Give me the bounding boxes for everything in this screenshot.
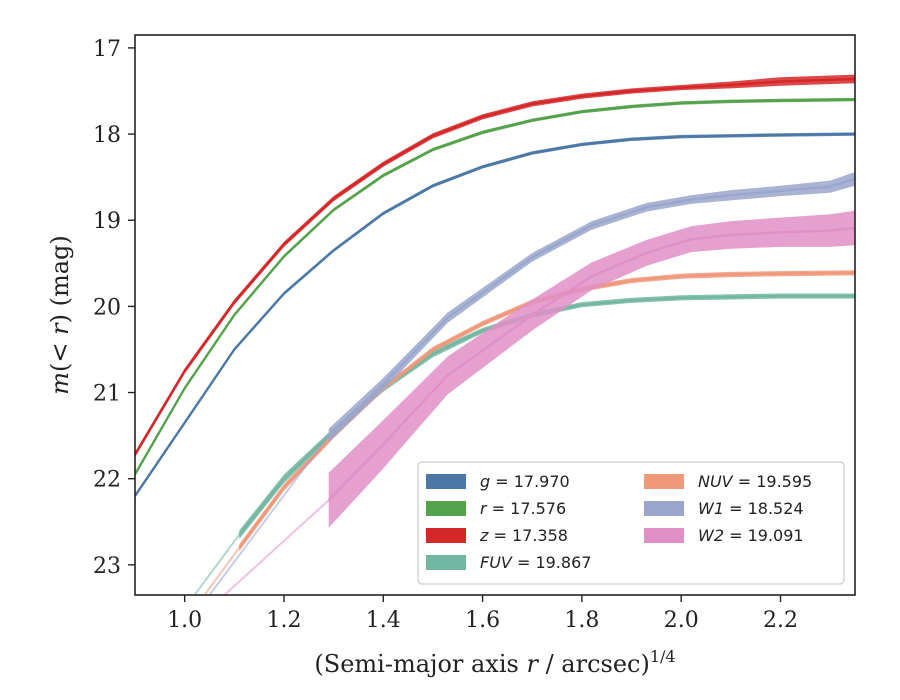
x-axis-title: (Semi-major axis r / arcsec)1/4 — [314, 647, 675, 678]
legend-label-r: r = 17.576 — [480, 499, 566, 518]
series-z-line — [135, 77, 855, 456]
legend-label-w1: W1 = 18.524 — [698, 499, 804, 518]
series-z-band — [135, 74, 855, 458]
legend-swatch-fuv — [426, 555, 466, 570]
x-tick-label: 1.4 — [366, 608, 401, 633]
series-fuv-extrapolation — [193, 534, 241, 595]
y-tick-label: 21 — [93, 382, 121, 407]
series-w2-band — [328, 210, 855, 528]
x-tick-label: 2.2 — [763, 608, 798, 633]
legend-swatch-z — [426, 528, 466, 543]
legend-box — [417, 461, 845, 585]
x-tick-label: 1.2 — [266, 608, 301, 633]
legend-swatch-w1 — [644, 501, 684, 516]
legend-label-z: z = 17.358 — [479, 526, 568, 545]
series-layer — [135, 74, 855, 595]
plot-frame — [134, 34, 856, 596]
series-g-line — [135, 132, 855, 497]
y-axis-title: m(< r) (mag) — [46, 235, 74, 395]
legend-label-w2: W2 = 19.091 — [698, 526, 804, 545]
series-w2-extrapolation — [223, 499, 330, 595]
x-tick-label: 1.0 — [167, 608, 202, 633]
series-w1-line — [327, 177, 855, 437]
legend-swatch-w2 — [644, 528, 684, 543]
series-w1-extrapolation — [208, 435, 330, 595]
y-tick-label: 20 — [93, 295, 121, 320]
series-nuv-band — [239, 270, 855, 552]
y-tick-label: 22 — [93, 468, 121, 493]
series-r-line — [135, 98, 855, 475]
series-w2-line — [327, 226, 855, 502]
legend-label-g: g = 17.970 — [480, 472, 570, 491]
legend-label-fuv: FUV = 19.867 — [480, 553, 591, 572]
series-nuv-extrapolation — [203, 547, 241, 595]
legend-swatch-r — [426, 501, 466, 516]
legend-swatch-nuv — [644, 474, 684, 489]
legend-swatch-g — [426, 474, 466, 489]
legend-label-nuv: NUV = 19.595 — [698, 472, 812, 491]
legend: g = 17.970 r = 17.576 z = 17.358 FUV = 19.8… — [417, 461, 845, 585]
x-tick-label: 2.0 — [664, 608, 699, 633]
ticks-layer: 1.0 1.2 1.4 1.6 1.8 2.0 2.2 17 18 19 20 21 22 23 — [93, 37, 798, 633]
y-tick-label: 19 — [93, 209, 121, 234]
x-tick-label: 1.8 — [564, 608, 599, 633]
x-tick-label: 1.6 — [465, 608, 500, 633]
y-tick-label: 17 — [93, 37, 121, 62]
series-g-band — [135, 132, 855, 498]
y-tick-label: 18 — [93, 123, 121, 148]
y-tick-label: 23 — [93, 554, 121, 579]
